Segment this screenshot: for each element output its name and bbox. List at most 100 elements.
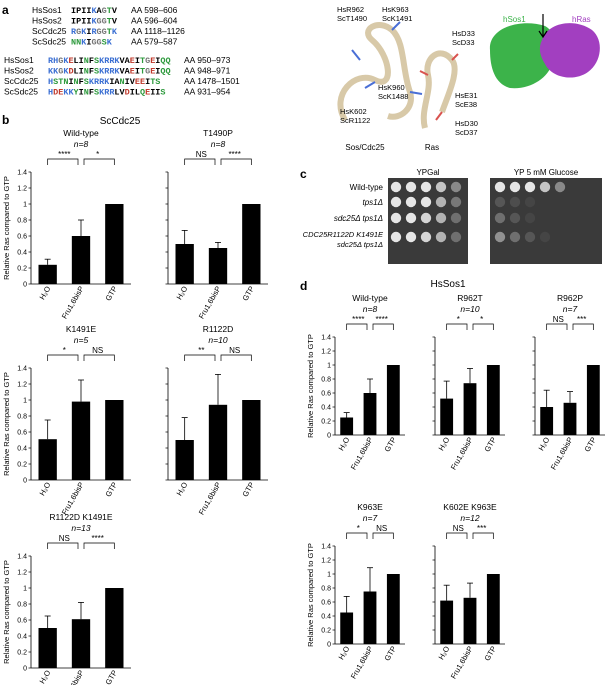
chart-title: R962P xyxy=(557,293,583,303)
bar xyxy=(463,383,477,435)
x-tick-label: GTP xyxy=(104,285,120,303)
chart-n: n=10 xyxy=(208,335,227,345)
alignment-sequence: NNKIGGSK xyxy=(71,38,113,48)
x-tick-label: Fru1,6bisP xyxy=(60,669,86,685)
alignment-name: HsSos2 xyxy=(4,66,34,76)
structure-label-hsk963: HsK963 ScK1491 xyxy=(382,5,412,23)
y-tick-label: 0.8 xyxy=(321,377,331,384)
x-tick-label: H₂O xyxy=(437,435,452,452)
group-title-sccdc25: ScCdc25 xyxy=(100,116,141,127)
chart-title: K1491E xyxy=(66,324,97,334)
y-tick-label: 1.2 xyxy=(17,186,27,193)
y-tick-label: 0 xyxy=(23,666,27,673)
bar xyxy=(540,407,554,435)
significance-bracket xyxy=(47,354,79,361)
chart-0: 0 0.2 0.4 0.6 0.8 1 1.2 1.4 Relative Ras compare… xyxy=(2,128,131,320)
x-tick-label: GTP xyxy=(383,645,399,663)
alignment-sequence: RGKIRGGTK xyxy=(71,27,118,37)
spot-header-ypgal: YPGal xyxy=(416,168,439,177)
y-tick-label: 0.8 xyxy=(17,414,27,421)
bar xyxy=(105,204,124,284)
spot-colony xyxy=(509,181,521,193)
spot-colony xyxy=(450,212,462,224)
x-tick-label: Fru1,6bisP xyxy=(449,436,475,472)
significance-bracket xyxy=(47,542,79,549)
spot-colony xyxy=(420,212,432,224)
x-tick-label: H₂O xyxy=(537,435,552,452)
y-tick-label: 1.2 xyxy=(17,382,27,389)
spot-colony xyxy=(494,181,506,193)
x-tick-label: GTP xyxy=(483,436,499,454)
significance-label: *** xyxy=(477,524,486,533)
significance-bracket xyxy=(372,532,394,539)
spot-colony xyxy=(524,212,536,224)
bar xyxy=(71,401,91,480)
alignment-name: HsSos1 xyxy=(4,55,34,65)
significance-label: * xyxy=(96,150,99,159)
y-tick-label: 0.2 xyxy=(17,462,27,469)
bar xyxy=(208,248,228,284)
chart-4: 0 0.2 0.4 0.6 0.8 1 1.2 1.4 Relative Ras compare… xyxy=(2,512,131,685)
spot-colony xyxy=(494,212,506,224)
structure-footer-ras: Ras xyxy=(425,143,439,152)
bar xyxy=(486,365,500,435)
y-axis-label: Relative Ras compared to GTP xyxy=(306,543,315,647)
alignment-sequence: HSTNINFSKRRKIANIVEEITS xyxy=(48,77,160,87)
alignment-name: ScSdc25 xyxy=(4,87,38,97)
x-tick-label: GTP xyxy=(104,669,120,685)
y-tick-label: 1.4 xyxy=(321,335,331,342)
chart-title: T1490P xyxy=(203,128,233,138)
spot-colony xyxy=(539,181,551,193)
significance-label: * xyxy=(357,524,360,533)
x-tick-label: H₂O xyxy=(175,284,190,301)
y-axis-label: Relative Ras compared to GTP xyxy=(306,334,315,438)
chart-n: n=12 xyxy=(460,513,479,523)
bar xyxy=(71,619,91,668)
y-tick-label: 0.4 xyxy=(17,446,27,453)
alignment-sequence: IPIIKGGTV xyxy=(71,17,118,27)
alignment-sequence: RHGKELINFSKRRKVAEITGEIQQ xyxy=(48,56,171,66)
spot-colony xyxy=(435,196,447,208)
group-title-hssos1: HsSos1 xyxy=(430,279,465,290)
hras-surface xyxy=(539,23,600,78)
bar xyxy=(440,398,454,435)
alignment-range: AA 950–973 xyxy=(184,55,231,65)
y-tick-label: 1.4 xyxy=(321,544,331,551)
bar-charts: 0 0.2 0.4 0.6 0.8 1 1.2 1.4 Relative Ras compare… xyxy=(2,128,605,685)
y-tick-label: 0.4 xyxy=(321,614,331,621)
structure-label-hsd33: HsD33 ScD33 xyxy=(452,29,475,47)
x-tick-label: H₂O xyxy=(38,284,53,301)
spot-plate-glucose xyxy=(490,178,602,264)
x-tick-label: Fru1,6bisP xyxy=(349,436,375,472)
surface-label-hras: hRas xyxy=(572,15,591,24)
y-tick-label: 1.2 xyxy=(321,558,331,565)
y-tick-label: 0.6 xyxy=(17,618,27,625)
y-tick-label: 0.4 xyxy=(17,634,27,641)
significance-bracket xyxy=(446,532,468,539)
chart-n: n=7 xyxy=(363,513,378,523)
y-tick-label: 0.4 xyxy=(17,250,27,257)
bar xyxy=(38,439,57,480)
significance-label: ** xyxy=(198,346,204,355)
significance-bracket xyxy=(83,158,115,165)
y-tick-label: 1 xyxy=(23,202,27,209)
spot-colony xyxy=(539,231,551,243)
y-tick-label: 0.4 xyxy=(321,405,331,412)
x-tick-label: Fru1,6bisP xyxy=(60,285,86,321)
x-tick-label: GTP xyxy=(383,436,399,454)
spot-assay: YPGal YP 5 mM Glucose Wild-type tps1Δ sdc25Δ… xyxy=(303,168,602,264)
significance-bracket xyxy=(83,354,115,361)
significance-bracket xyxy=(220,354,252,361)
ras-sidechain xyxy=(419,53,459,121)
alignment-name: HsSos1 xyxy=(32,5,62,15)
x-tick-label: H₂O xyxy=(175,480,190,497)
bar xyxy=(463,597,477,644)
chart-n: n=10 xyxy=(460,304,479,314)
structure-label-hsk602: HsK602 ScR1122 xyxy=(340,107,370,125)
alignment-sequence: IPIIKAGTV xyxy=(71,6,118,16)
